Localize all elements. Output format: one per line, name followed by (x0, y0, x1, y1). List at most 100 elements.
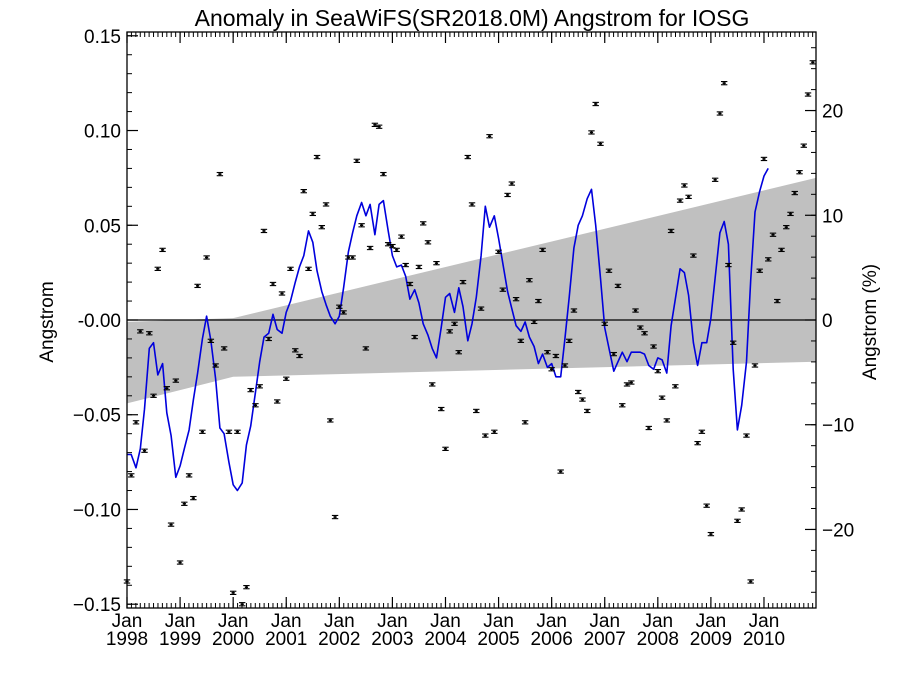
data-point (132, 420, 140, 425)
x-tick-label-year: 2006 (531, 629, 573, 650)
data-point (508, 181, 516, 186)
data-point (451, 321, 458, 326)
data-point (650, 344, 657, 349)
data-point (159, 247, 166, 253)
data-point (486, 134, 493, 139)
data-point (804, 92, 812, 97)
data-point (340, 310, 347, 315)
x-tick-label-month: Jan (642, 611, 673, 632)
data-point (438, 406, 445, 412)
y-tick-label-right: 20 (822, 102, 843, 123)
data-point (331, 514, 339, 520)
data-point (641, 331, 648, 336)
data-point (774, 298, 781, 304)
data-point (278, 291, 286, 296)
data-point (614, 283, 622, 289)
data-point (491, 429, 498, 434)
data-point (765, 257, 772, 262)
data-point (499, 287, 507, 292)
data-point (557, 469, 564, 474)
data-point (163, 386, 171, 391)
data-point (362, 346, 370, 351)
data-point (225, 429, 233, 434)
data-point (167, 522, 175, 527)
data-point (601, 321, 608, 326)
data-point (141, 448, 148, 453)
x-tick-label-month: Jan (377, 611, 408, 632)
data-point (349, 255, 356, 260)
data-point (292, 348, 299, 353)
y-tick-label-right: 0 (822, 311, 833, 332)
data-point (185, 473, 193, 478)
data-point (402, 262, 409, 268)
x-tick-label-month: Jan (218, 611, 249, 632)
data-point (760, 156, 768, 162)
x-tick-label-month: Jan (165, 611, 196, 632)
data-point (411, 334, 418, 340)
data-point (565, 338, 573, 343)
data-point (353, 158, 361, 163)
data-point (756, 268, 763, 273)
data-point (769, 232, 777, 237)
y-tick-label-right: −20 (822, 520, 854, 541)
x-tick-label-year: 2005 (477, 629, 519, 650)
data-point (592, 101, 599, 107)
data-point (269, 281, 277, 287)
data-point (464, 154, 471, 160)
data-point (473, 408, 480, 414)
data-point (234, 429, 241, 434)
data-point (429, 382, 436, 387)
data-point (358, 223, 365, 228)
data-point (787, 211, 794, 217)
data-point (146, 331, 153, 336)
x-tick-label-year: 2002 (318, 629, 360, 650)
data-point (800, 143, 807, 148)
data-point (796, 170, 803, 175)
data-point (309, 211, 316, 217)
y-axis-label-left: Angstrom (37, 281, 58, 362)
chart-title: Anomaly in SeaWiFS(SR2018.0M) Angstrom f… (195, 5, 750, 31)
data-point (637, 325, 644, 330)
data-point (313, 154, 321, 160)
smoothed-line-series (127, 168, 769, 492)
data-point (419, 221, 427, 226)
x-tick-label-year: 2004 (424, 629, 467, 650)
data-point (172, 378, 180, 383)
y-tick-label-left: −0.10 (73, 500, 121, 521)
data-point (455, 350, 462, 355)
x-tick-label-month: Jan (483, 611, 514, 632)
data-point (698, 429, 706, 434)
data-point (283, 376, 290, 381)
x-tick-label-month: Jan (589, 611, 620, 632)
x-tick-label-month: Jan (749, 611, 780, 632)
data-point (154, 266, 161, 271)
y-tick-label-left: −0.05 (73, 406, 121, 427)
x-tick-label-month: Jan (696, 611, 727, 632)
data-point (212, 363, 219, 368)
data-point (199, 429, 206, 434)
y-tick-label-left: 0.05 (84, 216, 121, 237)
x-tick-label-year: 2003 (371, 629, 413, 650)
data-point (459, 279, 467, 285)
data-point (707, 531, 715, 537)
data-point (574, 389, 582, 395)
x-tick-label-year: 2008 (637, 629, 679, 650)
data-point (628, 380, 635, 385)
data-point (296, 353, 303, 359)
y-axis-label-right: Angstrom (%) (860, 264, 881, 380)
data-point (535, 298, 542, 304)
data-point (300, 189, 307, 194)
data-point (190, 495, 197, 501)
data-point (588, 130, 595, 135)
data-point (504, 192, 511, 198)
x-tick-label-month: Jan (536, 611, 567, 632)
data-point (694, 441, 701, 446)
data-point (597, 141, 604, 146)
data-point (256, 384, 263, 389)
data-point (265, 336, 272, 342)
data-point (654, 369, 662, 374)
data-point (579, 397, 586, 402)
data-point (676, 198, 684, 203)
y-tick-label-right: −10 (822, 416, 854, 437)
